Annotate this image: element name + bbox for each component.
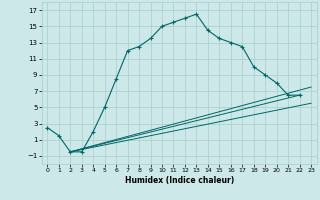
X-axis label: Humidex (Indice chaleur): Humidex (Indice chaleur)	[124, 176, 234, 185]
